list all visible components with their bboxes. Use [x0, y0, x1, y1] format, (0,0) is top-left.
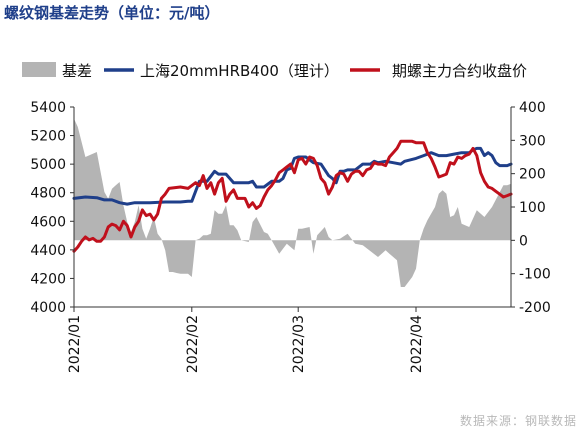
- legend-label: 上海20mmHRB400（理计）: [140, 62, 339, 80]
- series-line-futures-price: [72, 139, 513, 253]
- left-tick-label: 4000: [30, 300, 66, 316]
- legend-label: 基差: [62, 62, 92, 80]
- source-note: 数据来源：钢联数据: [459, 414, 577, 428]
- chart-title: 螺纹钢基差走势（单位：元/吨）: [4, 4, 220, 22]
- area-layer: [74, 118, 511, 287]
- left-tick-label: 5000: [30, 157, 66, 173]
- left-tick-label: 5200: [30, 129, 66, 145]
- axes-layer: 40004200440046004800500052005400-200-100…: [30, 100, 550, 373]
- left-tick-label: 4200: [30, 271, 66, 287]
- right-tick-label: 400: [519, 100, 546, 116]
- left-tick-label: 5400: [30, 100, 66, 116]
- right-tick-label: 200: [519, 167, 546, 183]
- left-tick-label: 4600: [30, 214, 66, 230]
- right-tick-label: -100: [519, 267, 551, 283]
- x-tick-label: 2022/02: [185, 315, 201, 373]
- x-tick-label: 2022/04: [409, 315, 425, 373]
- right-tick-label: 0: [519, 233, 528, 249]
- x-tick-label: 2022/03: [291, 315, 307, 373]
- right-tick-label: -200: [519, 300, 551, 316]
- legend-label: 期螺主力合约收盘价: [392, 62, 527, 80]
- legend: 基差 上海20mmHRB400（理计） 期螺主力合约收盘价: [22, 62, 527, 80]
- left-tick-label: 4400: [30, 243, 66, 259]
- line-layer: [72, 139, 513, 253]
- right-tick-label: 100: [519, 200, 546, 216]
- left-tick-label: 4800: [30, 186, 66, 202]
- series-area-basis: [74, 118, 511, 287]
- x-tick-label: 2022/01: [67, 315, 83, 373]
- right-tick-label: 300: [519, 133, 546, 149]
- legend-swatch-basis: [22, 62, 56, 77]
